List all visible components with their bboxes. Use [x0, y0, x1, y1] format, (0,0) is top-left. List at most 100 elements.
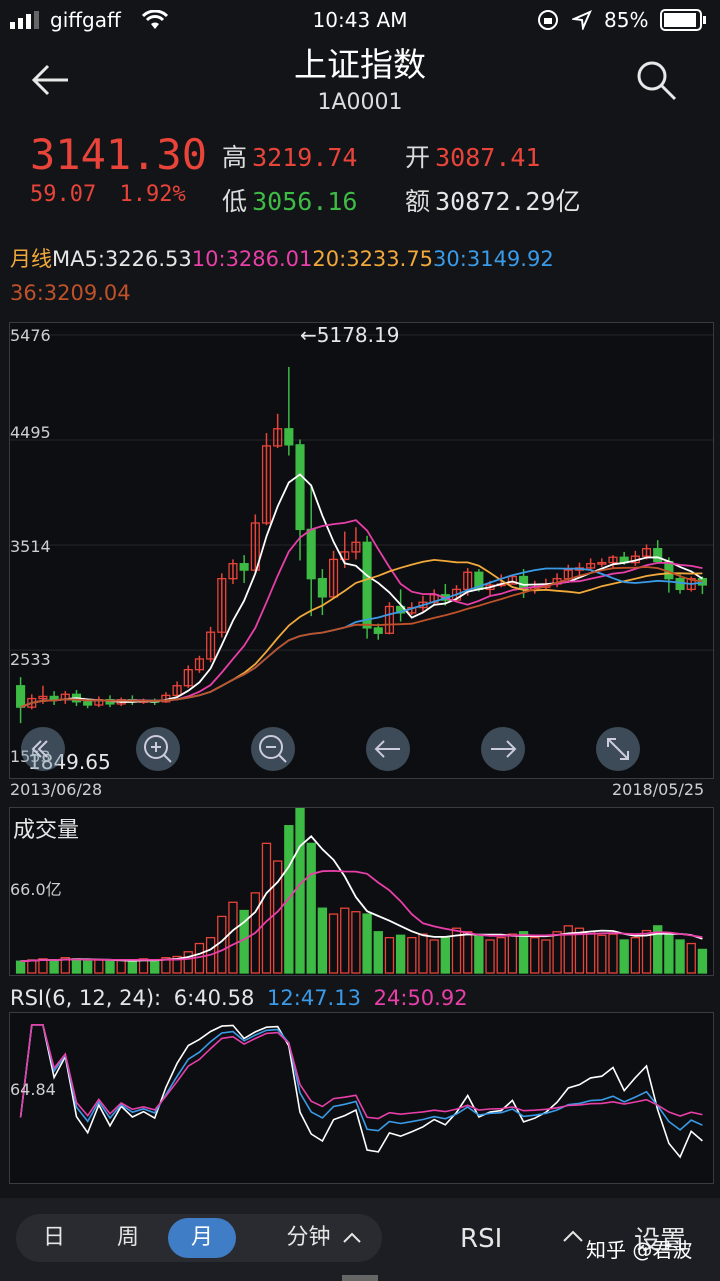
tab-week[interactable]: 周 — [116, 1225, 139, 1250]
volume-bar — [60, 957, 70, 974]
open-row: 开 3087.41 — [405, 138, 540, 174]
kline-chart — [10, 334, 713, 724]
candle-body — [328, 558, 339, 598]
volume-bar — [619, 939, 629, 974]
candle-body — [451, 588, 462, 601]
ma10-line — [20, 519, 703, 708]
volume-bar — [418, 933, 428, 974]
volume-bar — [27, 959, 37, 974]
ma5-value: MA5:3226.53 — [52, 247, 192, 271]
high-row: 高 3219.74 — [222, 138, 357, 174]
volume-panel[interactable] — [9, 807, 714, 976]
volume-bar — [127, 960, 138, 974]
candle-body — [373, 627, 383, 634]
zoom-out-icon — [259, 735, 287, 763]
volume-bar — [507, 933, 518, 974]
candle-body — [38, 695, 48, 700]
kline-panel[interactable] — [9, 322, 714, 779]
candle-body — [653, 548, 663, 563]
candle-body — [284, 428, 294, 446]
volume-bar — [261, 842, 272, 974]
candle-body — [228, 563, 238, 580]
indicator-button[interactable]: RSI — [460, 1224, 503, 1254]
ma20-value: 20:3233.75 — [312, 247, 434, 271]
rsi-label: RSI(6, 12, 24): — [10, 986, 162, 1010]
volume-bar — [362, 913, 372, 974]
volume-bar — [105, 960, 115, 974]
back-button[interactable] — [28, 58, 72, 102]
volume-chart — [15, 808, 708, 974]
volume-bar — [485, 939, 495, 974]
volume-bar — [686, 942, 696, 974]
rotation-lock-icon — [537, 9, 559, 35]
zoom-in-button[interactable] — [136, 727, 180, 771]
period-tabs: 日 周 月 分钟 — [16, 1214, 382, 1262]
volume-bar — [585, 931, 596, 974]
wifi-icon — [141, 9, 169, 34]
location-icon — [570, 10, 592, 34]
volume-bar — [608, 933, 618, 974]
settings-button[interactable]: 设置 — [634, 1226, 687, 1256]
open-value: 3087.41 — [435, 143, 541, 172]
carrier-name: giffgaff — [50, 8, 121, 32]
low-label: 低 — [222, 187, 248, 216]
price-change: 59.07 1.92% — [30, 182, 186, 207]
battery-icon — [660, 9, 708, 35]
last-price: 3141.30 — [30, 130, 208, 179]
volume-bar — [217, 915, 227, 974]
scroll-left-button[interactable] — [366, 727, 410, 771]
volume-bar — [138, 958, 149, 974]
volume-bar — [228, 901, 238, 974]
ma-legend: 月线MA5:3226.5310:3286.0120:3233.7530:3149… — [10, 242, 710, 310]
scroll-right-button[interactable] — [481, 727, 525, 771]
status-bar: giffgaff 10:43 AM 85% — [0, 0, 720, 40]
candle-body — [217, 578, 227, 633]
ma5-line — [20, 473, 703, 708]
rsi12-value: 12:47.13 — [267, 986, 361, 1010]
tab-minute-label: 分钟 — [286, 1225, 331, 1250]
ma20-line — [20, 558, 703, 708]
low-value: 3056.16 — [252, 187, 358, 216]
volume-bar — [664, 934, 674, 974]
search-button[interactable] — [634, 58, 678, 102]
candle-body — [351, 541, 361, 553]
candle-body — [384, 605, 395, 634]
candle-body — [194, 658, 204, 671]
volume-bar — [183, 951, 193, 974]
back-arrow-icon — [31, 64, 68, 96]
volume-bar — [295, 808, 305, 974]
candle-body — [597, 561, 607, 565]
start-date: 2013/06/28 — [10, 780, 103, 799]
volume-bar — [250, 892, 260, 974]
fullscreen-button[interactable] — [596, 727, 640, 771]
volume-bar — [541, 939, 551, 974]
home-indicator — [342, 1275, 378, 1281]
low-row: 低 3056.16 — [222, 182, 357, 218]
volume-bar — [630, 936, 641, 974]
amount-label: 额 — [405, 187, 431, 216]
end-date: 2018/05/25 — [612, 780, 705, 799]
tab-day[interactable]: 日 — [42, 1225, 65, 1250]
zoom-out-button[interactable] — [251, 727, 295, 771]
min-marker: 1849.65 — [28, 750, 111, 774]
candle-body — [507, 575, 517, 585]
high-value: 3219.74 — [252, 143, 358, 172]
candle-body — [586, 563, 596, 569]
candle-body — [295, 444, 305, 531]
rsi-tick: 64.84 — [10, 1080, 56, 1099]
tab-month[interactable]: 月 — [168, 1218, 236, 1258]
rsi-chart — [19, 1024, 703, 1159]
y-tick-3: 2533 — [10, 650, 51, 669]
tab-minute[interactable]: 分钟 — [276, 1214, 372, 1262]
candle-body — [418, 601, 428, 609]
amount-value: 30872.29亿 — [435, 187, 581, 216]
candle-body — [183, 669, 193, 687]
page-title: 上证指数 — [294, 45, 426, 84]
volume-bar — [306, 842, 316, 974]
candle-body — [172, 685, 182, 697]
rsi6-value: 6:40.58 — [173, 986, 255, 1010]
rsi-panel[interactable] — [9, 1012, 714, 1184]
move-left-button[interactable] — [21, 727, 65, 771]
volume-bar — [395, 934, 406, 974]
candle-body — [273, 428, 283, 447]
